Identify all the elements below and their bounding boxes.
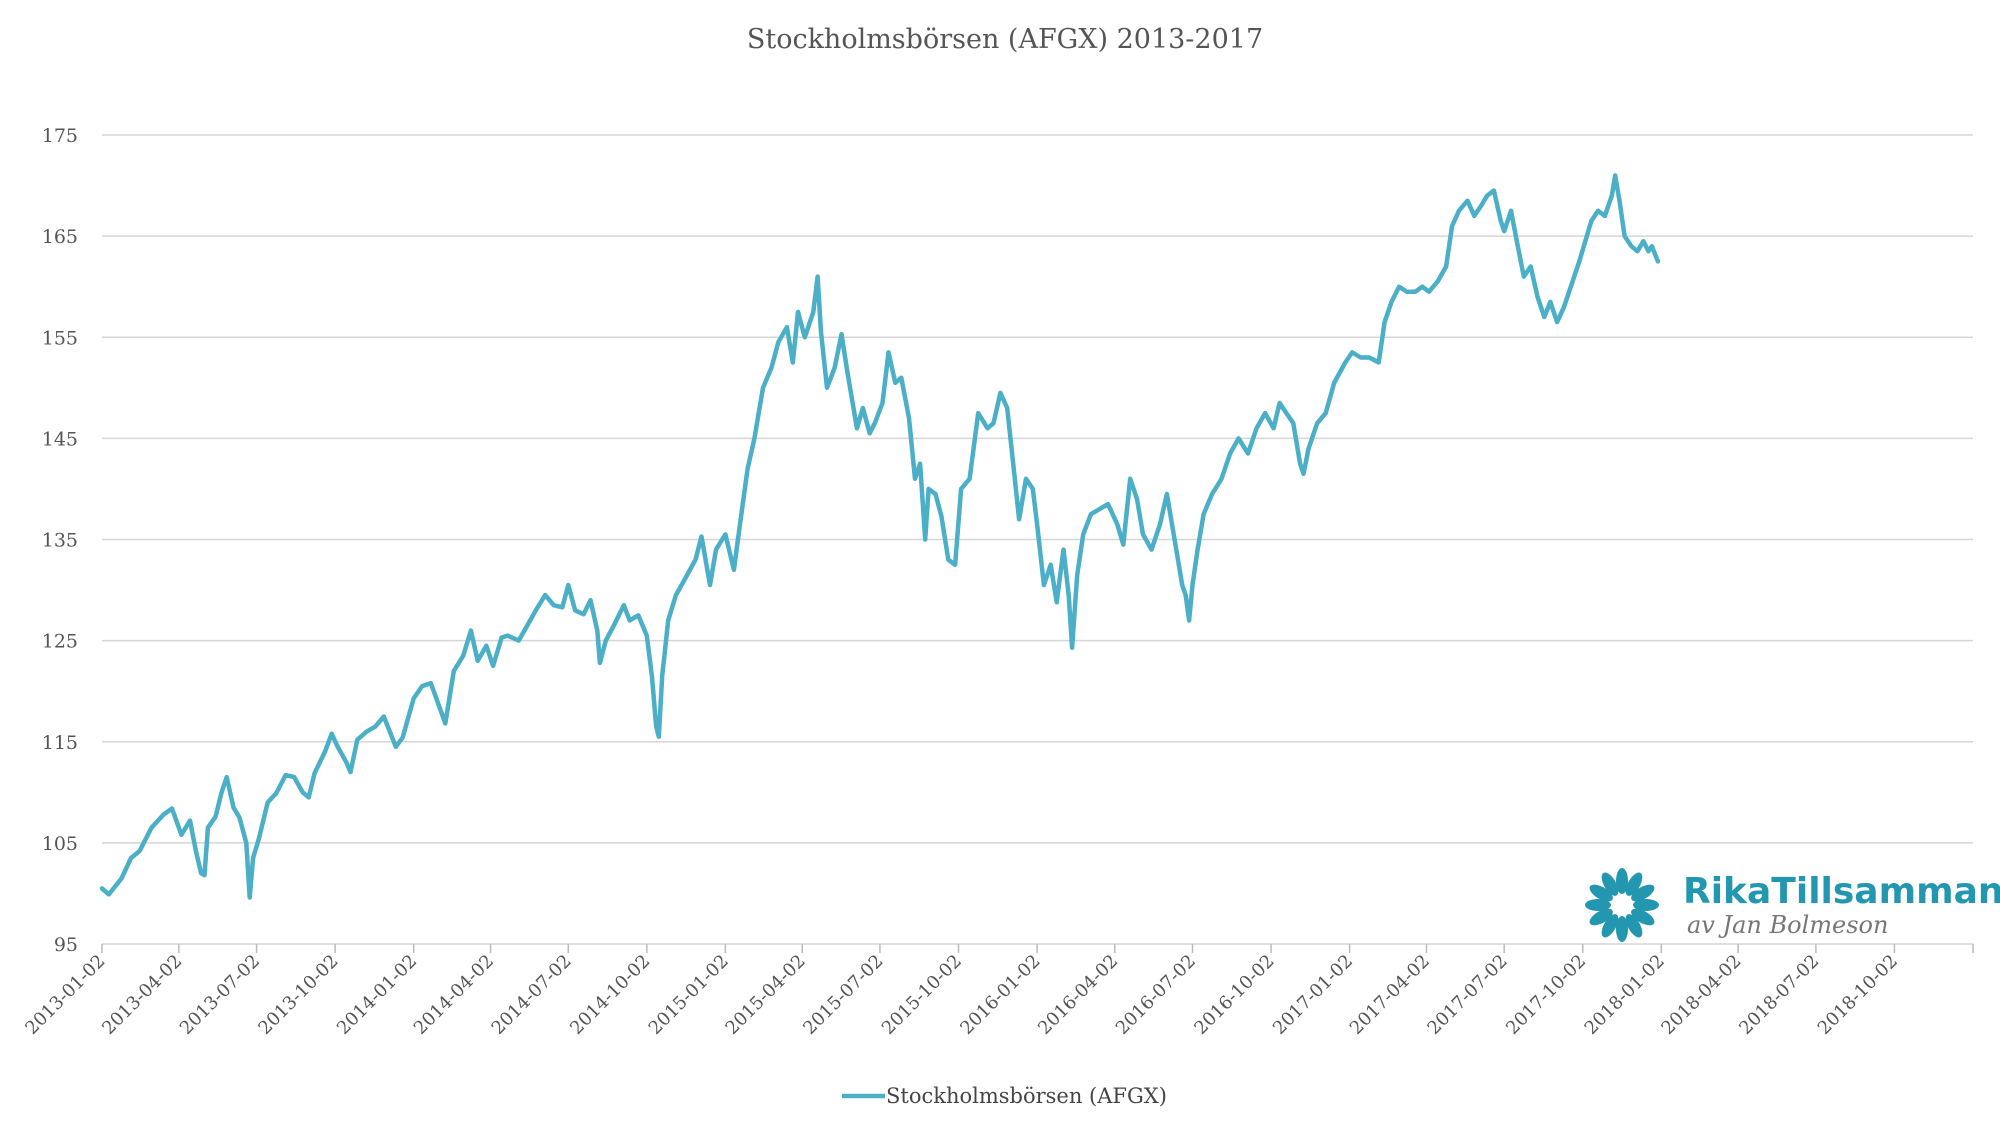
x-tick-label: 2016-01-02 [956, 951, 1044, 1039]
y-tick-label: 175 [42, 125, 78, 147]
x-tick-label: 2017-10-02 [1502, 951, 1590, 1039]
logo-petal [1601, 914, 1619, 938]
logo-petal [1631, 884, 1655, 902]
x-tick-label: 2014-07-02 [488, 951, 576, 1039]
y-tick-label: 155 [42, 327, 78, 349]
logo-name: RikaTillsammans [1683, 871, 2000, 912]
x-tick-label: 2014-04-02 [410, 951, 498, 1039]
x-tick-label: 2015-04-02 [722, 951, 810, 1039]
x-tick-label: 2016-10-02 [1190, 951, 1278, 1039]
y-tick-label: 135 [42, 530, 78, 552]
y-tick-label: 115 [42, 732, 78, 754]
x-tick-label: 2013-04-02 [98, 951, 186, 1039]
x-tick-label: 2015-01-02 [645, 951, 733, 1039]
x-tick-label: 2016-07-02 [1112, 951, 1200, 1039]
chart-title: Stockholmsbörsen (AFGX) 2013-2017 [747, 24, 1263, 55]
logo-petal [1601, 872, 1619, 896]
x-axis-ticks: 2013-01-022013-04-022013-07-022013-10-02… [21, 951, 1902, 1039]
x-tick-label: 2013-10-02 [254, 951, 342, 1039]
logo-petal [1589, 908, 1613, 926]
x-tick-label: 2018-01-02 [1581, 951, 1669, 1039]
x-tick-label: 2016-04-02 [1034, 951, 1122, 1039]
x-tick-label: 2014-01-02 [333, 951, 421, 1039]
y-tick-label: 165 [42, 226, 78, 248]
x-tick-label: 2017-07-02 [1423, 951, 1511, 1039]
x-axis [101, 943, 1974, 953]
x-tick-label: 2017-04-02 [1346, 951, 1434, 1039]
x-tick-label: 2013-01-02 [21, 951, 109, 1039]
series-line-afgx [99, 173, 1661, 900]
y-tick-label: 145 [42, 428, 78, 450]
logo-petal [1625, 872, 1643, 896]
x-tick-label: 2013-07-02 [176, 951, 264, 1039]
logo-petal [1589, 884, 1613, 902]
gridlines [102, 134, 1973, 844]
logo-petal [1633, 899, 1659, 911]
x-tick-label: 2015-10-02 [878, 951, 966, 1039]
logo-byline: av Jan Bolmeson [1687, 911, 1888, 939]
x-tick-label: 2018-04-02 [1657, 951, 1745, 1039]
x-tick-label: 2014-10-02 [566, 951, 654, 1039]
logo-petal [1631, 908, 1655, 926]
y-axis-ticks: 95 105 115 125 135 145 155 165 175 [42, 125, 78, 956]
y-tick-label: 105 [42, 833, 78, 855]
flower-icon [1585, 868, 1659, 942]
logo-petal [1616, 916, 1628, 942]
x-tick-label: 2018-10-02 [1814, 951, 1902, 1039]
legend-label: Stockholmsbörsen (AFGX) [886, 1084, 1167, 1108]
y-tick-label: 95 [54, 934, 78, 956]
logo: RikaTillsammans av Jan Bolmeson [1585, 868, 2000, 942]
y-tick-label: 125 [42, 631, 78, 653]
x-tick-label: 2015-07-02 [799, 951, 887, 1039]
logo-petal [1585, 899, 1611, 911]
x-tick-label: 2018-07-02 [1735, 951, 1823, 1039]
legend: Stockholmsbörsen (AFGX) [842, 1084, 1167, 1108]
logo-petal [1616, 868, 1628, 894]
logo-petal [1625, 914, 1643, 938]
x-tick-label: 2017-01-02 [1269, 951, 1357, 1039]
